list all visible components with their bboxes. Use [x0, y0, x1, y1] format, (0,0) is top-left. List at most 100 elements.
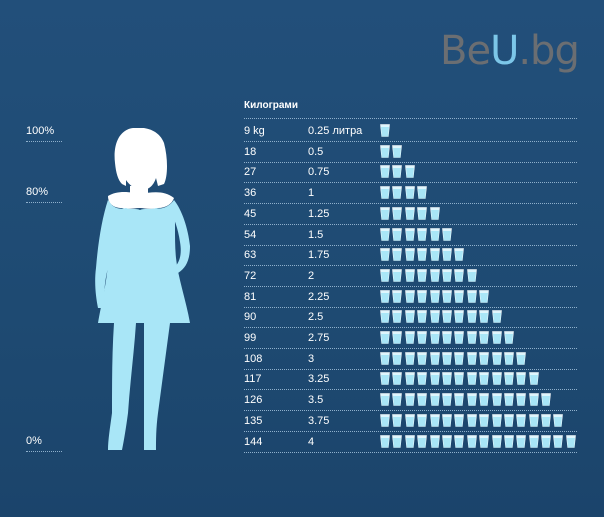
water-glass-icon — [466, 269, 477, 282]
weight-kg: 117 — [244, 373, 262, 386]
water-glass-icon — [404, 310, 415, 324]
water-liters: 1.25 — [308, 207, 330, 220]
water-glass-icon — [504, 331, 514, 344]
water-glass-icon — [566, 434, 576, 448]
water-glass-icon — [404, 372, 415, 386]
water-glass-icon — [392, 413, 403, 427]
water-glass-icon — [442, 269, 452, 282]
water-glass-icon — [392, 331, 403, 344]
water-glass-icon — [429, 434, 440, 448]
table-row: 18 0.5 — [244, 141, 577, 163]
percent-label-80: 80% — [26, 186, 49, 198]
water-glass-icon — [429, 351, 440, 365]
water-glass-icon — [380, 351, 390, 365]
water-glass-icon — [404, 289, 415, 303]
water-glass-icon — [466, 331, 477, 344]
table-row: 45 1.25 — [244, 203, 577, 225]
glasses-count — [380, 351, 529, 366]
table-row: 99 2.75 — [244, 327, 577, 349]
table-row: 144 4 — [244, 431, 577, 453]
weight-kg: 27 — [244, 166, 257, 179]
water-glass-icon — [442, 227, 452, 241]
water-glass-icon — [553, 413, 564, 427]
weight-kg: 144 — [244, 435, 263, 448]
weight-kg: 99 — [244, 332, 257, 344]
table-row: 135 3.75 — [244, 410, 577, 432]
glasses-count — [380, 310, 504, 324]
woman-silhouette-icon — [95, 128, 190, 450]
water-liters: 3.5 — [308, 394, 324, 407]
water-glass-icon — [404, 165, 415, 179]
water-glass-icon — [442, 289, 452, 303]
weight-kg: 108 — [244, 352, 263, 365]
water-glass-icon — [504, 372, 514, 386]
water-glass-icon — [553, 434, 564, 448]
water-glass-icon — [541, 434, 551, 448]
water-glass-icon — [380, 248, 390, 261]
water-glass-icon — [392, 165, 403, 179]
weight-kg: 90 — [244, 311, 257, 324]
water-glass-icon — [404, 206, 415, 220]
water-glass-icon — [417, 289, 428, 303]
water-liters: 0.75 — [308, 166, 330, 179]
water-glass-icon — [454, 351, 465, 365]
glasses-count — [380, 186, 430, 200]
weight-kg: 72 — [244, 269, 257, 282]
water-liters: 1.5 — [308, 228, 324, 241]
water-glass-icon — [417, 413, 428, 427]
water-glass-icon — [442, 434, 452, 448]
water-glass-icon — [392, 144, 403, 158]
water-glass-icon — [392, 351, 403, 365]
water-liters: 0.5 — [308, 145, 324, 158]
water-glass-icon — [466, 413, 477, 427]
water-glass-icon — [491, 310, 502, 324]
glasses-count — [380, 372, 541, 386]
water-glass-icon — [466, 434, 477, 448]
water-glass-icon — [429, 227, 440, 241]
water-glass-icon — [429, 248, 440, 261]
weight-kg: 45 — [244, 207, 257, 220]
water-glass-icon — [442, 331, 452, 344]
water-glass-icon — [429, 206, 440, 220]
water-glass-icon — [479, 351, 489, 365]
table-row: 108 3 — [244, 348, 577, 370]
water-glass-icon — [479, 372, 489, 386]
water-glass-icon — [454, 248, 465, 261]
water-glass-icon — [380, 372, 390, 386]
table-header: Килограми — [244, 100, 298, 111]
water-glass-icon — [417, 310, 428, 324]
water-glass-icon — [504, 393, 514, 406]
water-glass-icon — [404, 269, 415, 282]
water-glass-icon — [417, 351, 428, 365]
table-row: 27 0.75 — [244, 161, 577, 184]
water-glass-icon — [466, 351, 477, 365]
water-glass-icon — [516, 372, 527, 386]
water-glass-icon — [466, 289, 477, 303]
water-glass-icon — [466, 372, 477, 386]
glasses-count — [380, 289, 492, 304]
water-glass-icon — [491, 434, 502, 448]
glasses-count — [380, 393, 553, 407]
water-glass-icon — [454, 310, 465, 324]
water-glass-icon — [392, 206, 403, 220]
water-glass-icon — [454, 269, 465, 282]
percent-divider — [26, 141, 62, 142]
percent-label-100: 100% — [26, 125, 55, 137]
water-glass-icon — [392, 248, 403, 261]
glasses-count — [380, 144, 405, 159]
water-glass-icon — [417, 269, 428, 282]
water-glass-icon — [454, 434, 465, 448]
water-glass-icon — [516, 393, 527, 406]
water-glass-icon — [404, 434, 415, 448]
water-glass-icon — [417, 393, 428, 406]
water-glass-icon — [541, 413, 551, 427]
water-liters: 3.25 — [308, 373, 330, 386]
water-glass-icon — [404, 351, 415, 365]
water-glass-icon — [528, 393, 539, 406]
site-logo[interactable]: BeU.bg — [440, 28, 580, 74]
water-glass-icon — [392, 186, 403, 199]
water-glass-icon — [417, 186, 428, 199]
table-row: 9 kg 0.25 литра — [244, 120, 577, 142]
water-glass-icon — [380, 393, 390, 406]
glasses-count — [380, 331, 516, 345]
